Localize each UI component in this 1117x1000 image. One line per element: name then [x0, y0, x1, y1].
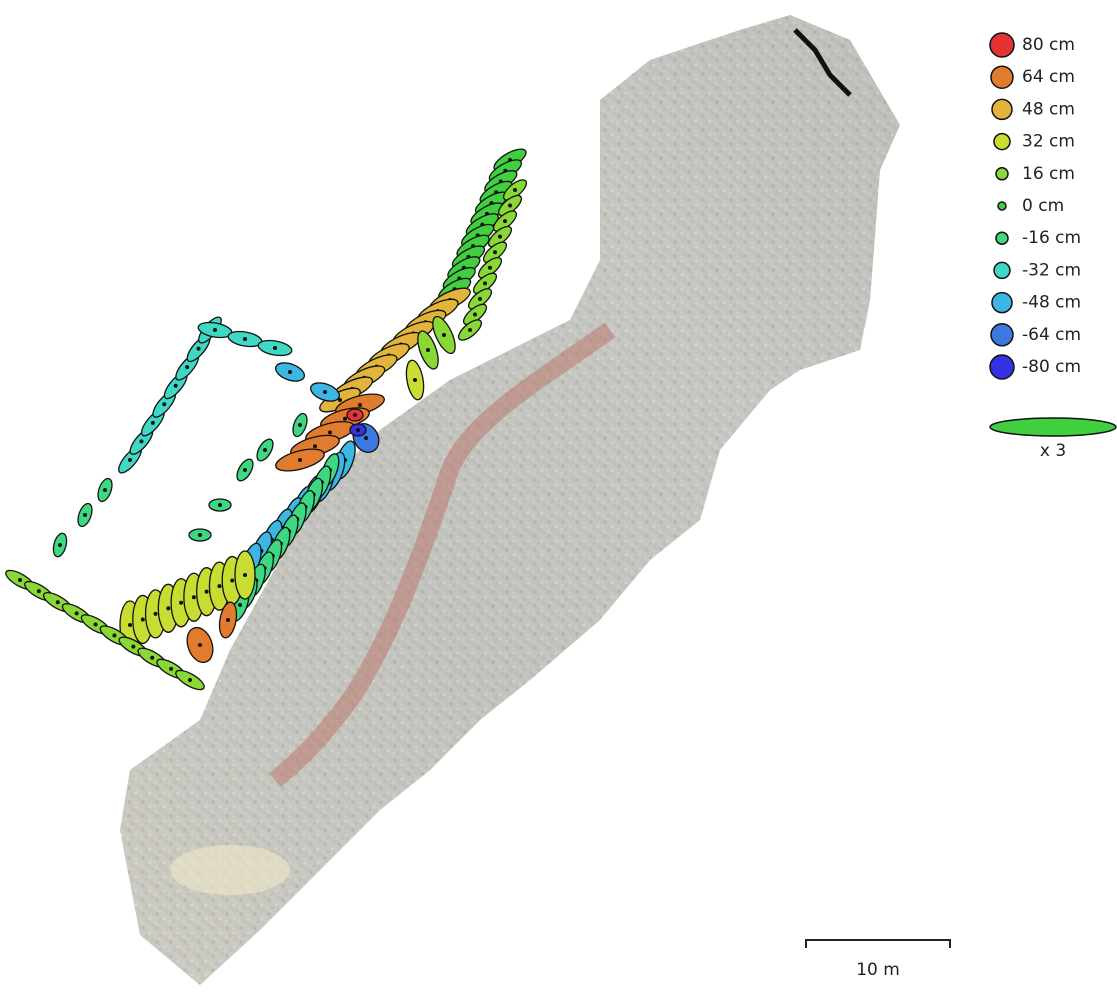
legend-label: -32 cm [1022, 260, 1081, 280]
camera-center [493, 250, 497, 254]
camera-center [226, 618, 230, 622]
camera-center [230, 579, 234, 583]
camera-center [188, 678, 192, 682]
legend-swatch [992, 293, 1012, 313]
camera-center [413, 378, 417, 382]
camera-center [298, 423, 302, 427]
scale-bar: 10 m [806, 940, 950, 980]
camera-center [205, 590, 209, 594]
legend-swatch [996, 168, 1008, 180]
legend-swatch [994, 134, 1010, 150]
camera-center [94, 622, 98, 626]
camera-center [478, 297, 482, 301]
camera-center [313, 444, 317, 448]
camera-center [273, 346, 277, 350]
camera-center [112, 634, 116, 638]
camera-center [162, 402, 166, 406]
camera-center [174, 384, 178, 388]
legend: 80 cm 64 cm 48 cm 32 cm 16 cm 0 cm -16 cm -32 c… [990, 33, 1116, 461]
camera-center [185, 365, 189, 369]
camera-center [358, 403, 362, 407]
camera-center [128, 623, 132, 627]
scale-ellipse [990, 418, 1116, 436]
camera-center [154, 612, 158, 616]
camera-error-map: 80 cm 64 cm 48 cm 32 cm 16 cm 0 cm -16 cm -32 c… [0, 0, 1117, 996]
legend-label: 32 cm [1022, 132, 1075, 152]
camera-center [141, 617, 145, 621]
camera-center [218, 503, 222, 507]
camera-center [426, 348, 430, 352]
camera-center [197, 347, 201, 351]
camera-center [56, 600, 60, 604]
scale-bar-line [806, 940, 950, 948]
legend-swatch [990, 33, 1014, 57]
camera-center [103, 488, 107, 492]
legend-label: 0 cm [1022, 196, 1064, 216]
camera-center [243, 573, 247, 577]
camera-center [483, 281, 487, 285]
legend-label: 80 cm [1022, 35, 1075, 55]
camera-center [83, 513, 87, 517]
legend-label: 16 cm [1022, 164, 1075, 184]
camera-center [213, 328, 217, 332]
camera-center [151, 421, 155, 425]
legend-label: 48 cm [1022, 99, 1075, 119]
camera-center [18, 578, 22, 582]
camera-center [263, 448, 267, 452]
legend-swatch [992, 99, 1012, 119]
legend-label: -48 cm [1022, 293, 1081, 313]
camera-center [192, 595, 196, 599]
legend-label: -64 cm [1022, 325, 1081, 345]
camera-center [442, 333, 446, 337]
camera-center [328, 431, 332, 435]
camera-center [37, 589, 41, 593]
legend-swatch [994, 262, 1010, 278]
camera-center [75, 611, 79, 615]
camera-center [198, 643, 202, 647]
camera-center [498, 235, 502, 239]
legend-label: -16 cm [1022, 228, 1081, 248]
camera-center [364, 436, 368, 440]
camera-center [513, 188, 517, 192]
camera-center [139, 439, 143, 443]
camera-center [503, 219, 507, 223]
camera-center [323, 390, 327, 394]
camera-center [198, 533, 202, 537]
scale-ellipse-label: x 3 [1040, 441, 1066, 461]
camera-center [488, 266, 492, 270]
camera-center [166, 606, 170, 610]
legend-swatch [996, 232, 1008, 244]
camera-center [243, 468, 247, 472]
camera-center [298, 458, 302, 462]
camera-center [356, 428, 360, 432]
camera-center [179, 601, 183, 605]
camera-center [131, 645, 135, 649]
camera-center [169, 667, 173, 671]
camera-center [343, 417, 347, 421]
scale-bar-label: 10 m [856, 960, 900, 980]
camera-center [473, 312, 477, 316]
camera-center [243, 337, 247, 341]
camera-center [128, 458, 132, 462]
legend-label: -80 cm [1022, 357, 1081, 377]
camera-center [150, 656, 154, 660]
camera-center [238, 603, 242, 607]
camera-center [468, 328, 472, 332]
legend-swatch [991, 324, 1013, 346]
legend-label: 64 cm [1022, 67, 1075, 87]
legend-swatch [991, 66, 1013, 88]
camera-center [288, 370, 292, 374]
legend-swatch [998, 202, 1006, 210]
bright-patch [170, 845, 290, 895]
camera-center [353, 413, 357, 417]
legend-swatch [990, 355, 1014, 379]
camera-center [217, 584, 221, 588]
camera-center [58, 543, 62, 547]
camera-center [508, 204, 512, 208]
